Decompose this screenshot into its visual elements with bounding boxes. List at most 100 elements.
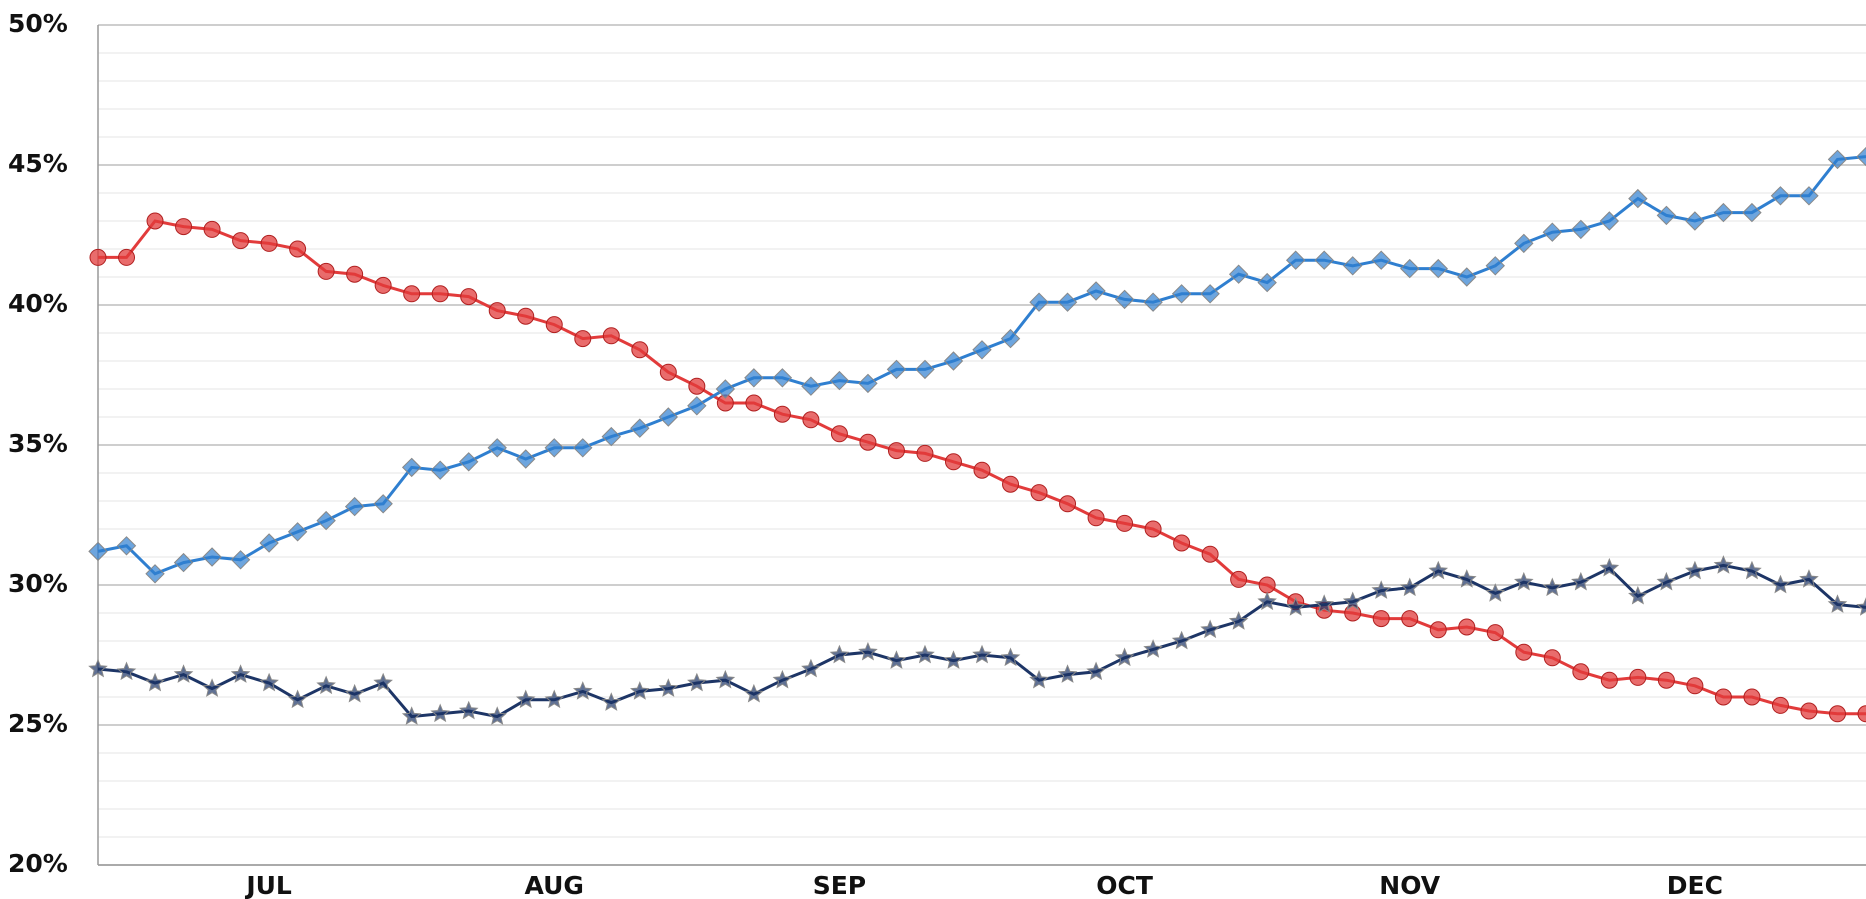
marker [1656, 571, 1677, 591]
marker [145, 564, 165, 584]
marker [1200, 284, 1220, 304]
marker [688, 377, 706, 395]
marker [1372, 610, 1390, 628]
marker [1029, 292, 1049, 312]
marker [1856, 597, 1866, 616]
marker [687, 396, 707, 416]
marker [202, 678, 222, 697]
marker [1857, 705, 1866, 723]
marker [316, 675, 336, 695]
marker [972, 644, 992, 664]
marker [887, 442, 905, 460]
marker [943, 351, 964, 371]
marker [116, 661, 137, 681]
marker [943, 650, 964, 669]
marker [1514, 571, 1534, 591]
marker [1486, 624, 1504, 642]
marker [573, 438, 593, 458]
marker [1401, 610, 1419, 628]
marker [545, 316, 563, 334]
marker [1030, 484, 1048, 502]
marker [145, 672, 165, 692]
marker [1656, 205, 1677, 226]
marker [1429, 621, 1447, 639]
marker [287, 689, 308, 709]
marker [630, 418, 650, 438]
x-tick-label: AUG [525, 871, 584, 899]
marker [659, 363, 677, 381]
marker [1059, 495, 1077, 513]
marker [1257, 591, 1277, 611]
marker [1628, 585, 1648, 605]
marker [944, 453, 962, 471]
marker [403, 285, 421, 303]
marker [1428, 560, 1449, 580]
marker [1171, 630, 1192, 650]
marker [858, 641, 878, 661]
marker [1685, 560, 1705, 580]
marker [1200, 619, 1220, 639]
marker [1285, 597, 1306, 616]
marker [230, 664, 251, 683]
marker [1685, 211, 1705, 231]
marker [1230, 570, 1248, 588]
marker [715, 379, 736, 399]
marker [373, 672, 393, 692]
marker [1228, 264, 1249, 284]
marker [1002, 475, 1020, 493]
marker [1371, 580, 1392, 599]
marker [1143, 639, 1163, 658]
y-tick-label: 30% [8, 569, 68, 598]
marker [1742, 202, 1762, 223]
marker [344, 683, 365, 703]
marker [1257, 272, 1277, 293]
marker [487, 438, 507, 458]
marker [1686, 677, 1704, 695]
marker [829, 370, 850, 391]
marker [260, 234, 278, 252]
marker [1314, 594, 1334, 613]
marker [1114, 289, 1135, 310]
marker [744, 368, 764, 388]
marker [88, 541, 108, 562]
marker [1285, 250, 1306, 270]
marker [1399, 577, 1420, 597]
marker [601, 692, 622, 711]
marker [1542, 222, 1563, 242]
marker [1457, 267, 1477, 287]
x-tick-label: DEC [1667, 871, 1723, 899]
marker [373, 494, 393, 514]
marker [1400, 258, 1420, 279]
marker [1000, 328, 1021, 349]
marker [1572, 663, 1590, 681]
series-line [97, 155, 1866, 576]
marker [1371, 250, 1391, 270]
marker [1828, 705, 1846, 723]
marker [1713, 555, 1734, 574]
marker [1771, 696, 1789, 714]
marker [374, 276, 392, 294]
marker [1515, 643, 1533, 661]
marker [289, 240, 307, 258]
marker [458, 700, 479, 720]
marker [715, 669, 736, 689]
marker [973, 461, 991, 479]
marker [88, 658, 108, 678]
marker [658, 678, 679, 697]
marker [1228, 611, 1249, 630]
marker [1743, 688, 1761, 706]
marker [1542, 577, 1563, 597]
marker [1114, 647, 1135, 667]
marker [487, 706, 508, 725]
y-tick-label: 40% [8, 289, 68, 318]
marker [802, 411, 820, 429]
y-tick-label: 25% [8, 709, 68, 738]
marker [801, 376, 821, 396]
marker [344, 496, 365, 517]
marker [829, 644, 850, 664]
marker [886, 650, 907, 669]
marker [972, 340, 992, 360]
marker [1713, 202, 1734, 223]
